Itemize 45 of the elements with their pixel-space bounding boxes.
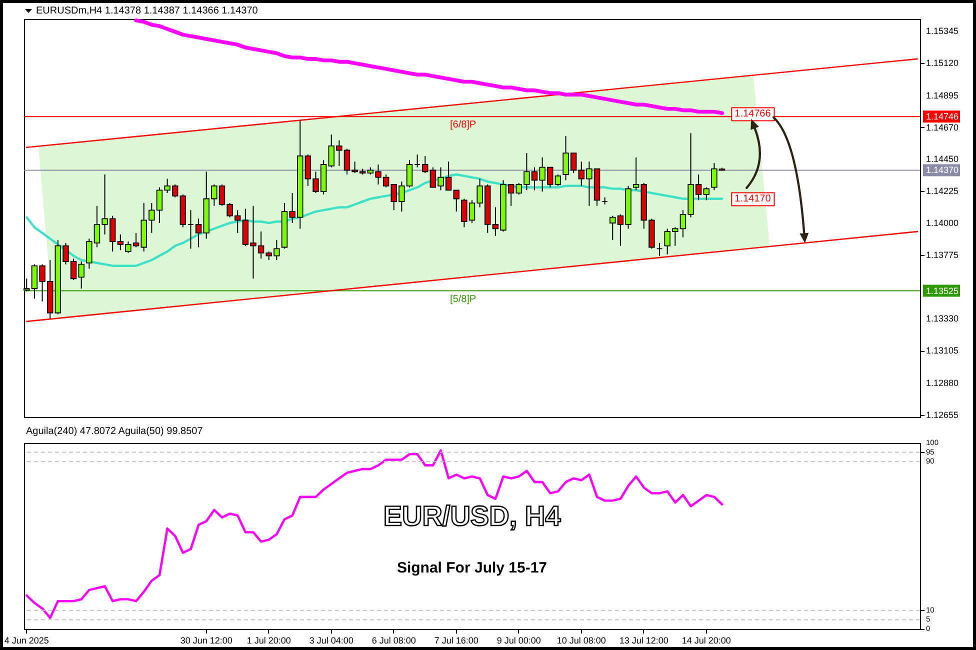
y-tick-label: 1.14670 (926, 122, 959, 132)
candlestick (188, 210, 194, 250)
x-tick-label: 6 Jul 08:00 (372, 636, 416, 646)
y-tick-label: 1.12880 (926, 378, 959, 388)
candlestick (656, 242, 663, 256)
candlestick (703, 186, 710, 201)
candlestick (422, 155, 428, 174)
x-tick-label: 3 Jul 04:00 (309, 636, 354, 646)
line-series (134, 18, 724, 116)
y-tick-label: 1.15120 (926, 58, 959, 68)
x-tick-label: 30 Jun 12:00 (180, 636, 232, 646)
y-tick-label: 1.14450 (926, 154, 959, 164)
y-tick-label: 1.13330 (926, 314, 959, 324)
candlestick (554, 174, 562, 186)
ref-line-label: [5/8]P (450, 294, 476, 305)
x-tick-label: 1 Jul 20:00 (246, 636, 291, 646)
line-series (26, 449, 724, 619)
chart-title: EURUSDm,H4 1.14378 1.14387 1.14366 1.14370 (36, 6, 258, 17)
x-tick-label: 10 Jul 08:00 (556, 636, 606, 646)
x-tick-label: 9 Jul 00:00 (496, 636, 541, 646)
annotation: 1.14746 (926, 112, 959, 122)
x-tick-label: 7 Jul 16:00 (434, 636, 478, 646)
y-tick-label: 1.15345 (926, 26, 959, 36)
y-tick-label: 1.12655 (926, 410, 959, 420)
annotation: 1.14170 (734, 194, 772, 205)
y-tick-label: 1.14225 (926, 186, 959, 196)
y-tick-label: 1.13775 (926, 250, 959, 260)
y-tick-label: 1.14895 (926, 90, 959, 100)
x-tick-label: 13 Jul 12:00 (619, 636, 668, 646)
candlestick (414, 154, 420, 168)
candlestick (453, 190, 460, 212)
annotation: 1.14370 (926, 165, 959, 176)
annotation: 1.14766 (734, 108, 772, 120)
annotation: EUR/USD, H4 (383, 500, 562, 532)
candlestick (195, 218, 202, 248)
chart-title: Aguila(240) 47.8072 Aguila(50) 99.8507 (26, 426, 204, 437)
x-tick-label: 4 Jun 2025 (4, 636, 49, 646)
x-tick-label: 14 Jul 20:00 (682, 636, 731, 646)
ref-line-label: [6/8]P (450, 120, 476, 131)
annotation: 1.13525 (926, 286, 959, 296)
y-tick-label: 1.14000 (926, 218, 959, 228)
y-tick-label: 1.13105 (926, 346, 959, 356)
candlestick (610, 215, 616, 241)
candlestick (632, 156, 640, 191)
annotation: Signal For July 15-17 (396, 560, 548, 577)
